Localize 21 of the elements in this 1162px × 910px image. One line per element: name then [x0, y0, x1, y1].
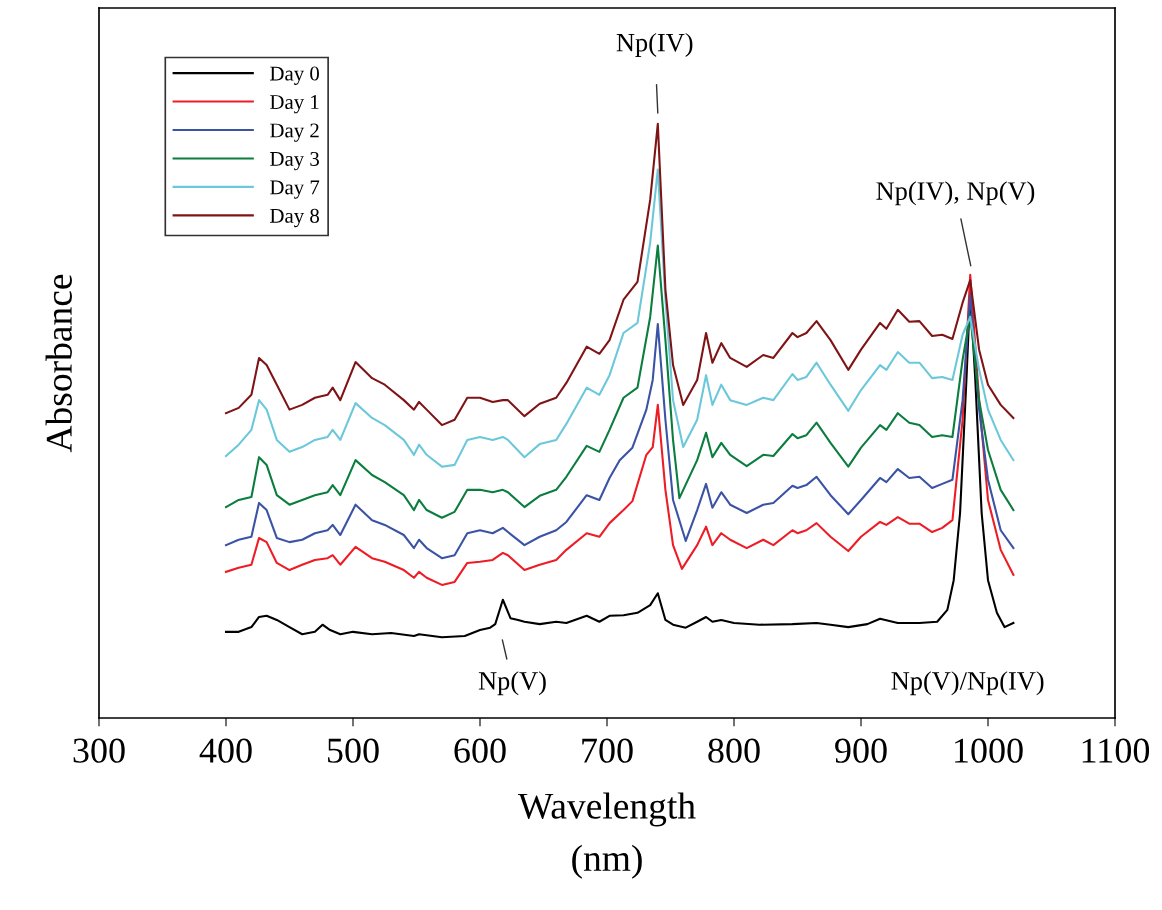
x-axis-title: Wavelength (nm) [517, 792, 696, 879]
text: Np(IV) [616, 32, 693, 57]
x-tick-label: 900 [835, 738, 887, 763]
x-tick-label: 300 [73, 738, 125, 763]
x-tick-label: 600 [454, 738, 506, 763]
legend-label: Day 0 [270, 66, 319, 85]
x-tick-label: 700 [582, 738, 633, 763]
x-tick-label: 400 [199, 738, 252, 763]
annotation: Np(V)/Np(IV) [891, 671, 1044, 696]
x-tick-label: 500 [328, 738, 379, 763]
legend-label: Day 7 [270, 180, 320, 199]
legend-label: Day 1 [270, 95, 319, 114]
annotation: Np(IV), Np(V) [876, 181, 1035, 206]
legend-label: Day 2 [270, 123, 319, 142]
x-tick-label: 1000 [955, 738, 1023, 763]
x-tick-label: 1100 [1082, 738, 1150, 763]
legend-label: Day 8 [270, 208, 319, 228]
x-tick-label: 800 [708, 738, 760, 763]
annotation: Np(V) [478, 671, 546, 696]
legend-label: Day 3 [270, 151, 319, 171]
y-axis-title: Absorbance [45, 274, 72, 453]
